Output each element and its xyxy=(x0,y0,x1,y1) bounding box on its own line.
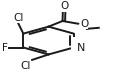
Text: F: F xyxy=(2,43,8,53)
Text: Cl: Cl xyxy=(21,61,31,71)
Text: O: O xyxy=(80,19,88,29)
Text: Cl: Cl xyxy=(13,13,23,23)
Text: N: N xyxy=(77,43,85,53)
Text: O: O xyxy=(60,1,68,11)
